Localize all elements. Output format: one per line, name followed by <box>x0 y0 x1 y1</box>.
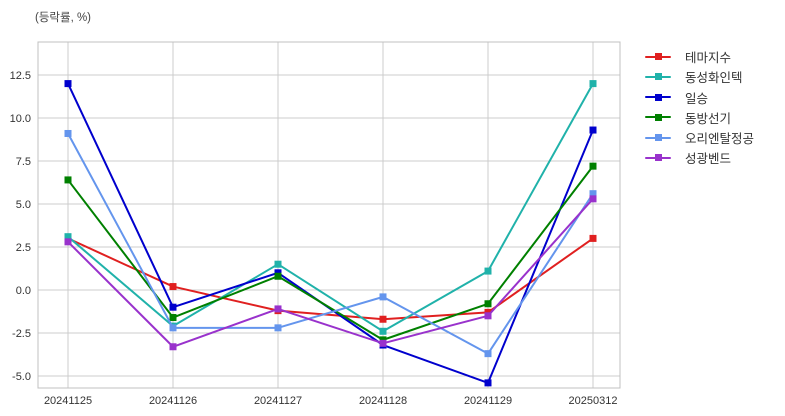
series-marker <box>589 80 597 88</box>
x-tick-label: 20241127 <box>254 395 302 407</box>
series-marker <box>484 350 492 358</box>
series-marker <box>274 324 282 332</box>
series-marker <box>589 162 597 170</box>
legend-line-square-icon <box>645 50 671 63</box>
series-marker <box>379 339 387 347</box>
legend-label: 오리엔탈정공 <box>685 132 755 147</box>
series-marker <box>589 126 597 134</box>
x-tick-label: 20241125 <box>44 395 92 407</box>
chart-title: (등락률, %) <box>35 12 92 24</box>
legend-item-dongbang-ship[interactable]: 동방선기 <box>645 111 754 126</box>
legend-label: 동성화인텍 <box>685 71 743 86</box>
series-marker <box>484 300 492 308</box>
legend-item-themaindex[interactable]: 테마지수 <box>645 50 754 65</box>
legend-label: 테마지수 <box>685 51 732 65</box>
series-marker <box>379 315 387 323</box>
series-marker <box>64 176 72 184</box>
series-line-5 <box>67 198 594 348</box>
series-marker <box>169 283 177 291</box>
legend: 테마지수 동성화인텍 일승 동방선기 오리엔탈정공 성광벤드 <box>645 50 755 167</box>
legend-line-square-icon <box>645 111 671 124</box>
legend-item-sungkwang-bend[interactable]: 성광벤드 <box>645 151 754 167</box>
series-marker <box>484 379 492 387</box>
series-marker <box>64 233 72 241</box>
series-marker <box>589 190 597 198</box>
series-marker <box>589 195 597 203</box>
y-tick-label: 7.5 <box>16 156 31 168</box>
series-marker <box>484 267 492 275</box>
series-marker <box>589 234 597 242</box>
legend-label: 동방선기 <box>685 111 732 126</box>
y-tick-label: -5.0 <box>12 371 31 383</box>
y-tick-label: 0.0 <box>16 285 31 297</box>
series-line-0 <box>67 237 594 321</box>
legend-item-oriental-precision[interactable]: 오리엔탈정공 <box>645 131 755 147</box>
series-line-1 <box>67 83 594 333</box>
series-marker <box>274 272 282 280</box>
series-marker <box>379 327 387 335</box>
y-tick-label: 2.5 <box>16 242 31 254</box>
series-marker <box>169 314 177 322</box>
legend-line-square-icon <box>645 151 671 164</box>
x-tick-label: 20241126 <box>149 395 197 407</box>
series-marker <box>274 260 282 268</box>
legend-label: 일승 <box>685 91 709 106</box>
legend-line-square-icon <box>645 131 671 144</box>
legend-line-square-icon <box>645 91 671 104</box>
plot-border <box>37 41 621 389</box>
y-tick-label: 10.0 <box>10 113 31 125</box>
y-tick-label: -2.5 <box>12 328 31 340</box>
series-marker <box>64 238 72 246</box>
legend-label: 성광벤드 <box>685 152 732 167</box>
series-marker <box>379 293 387 301</box>
legend-item-ilseung[interactable]: 일승 <box>645 91 754 106</box>
series-marker <box>169 343 177 351</box>
y-tick-label: 5.0 <box>16 199 31 211</box>
x-tick-label: 20250312 <box>569 395 618 407</box>
y-tick-label: 12.5 <box>10 70 31 82</box>
legend-line-square-icon <box>645 70 671 83</box>
series-marker <box>64 129 72 137</box>
series-marker <box>64 80 72 88</box>
x-tick-label: 20241129 <box>464 395 512 407</box>
series-marker <box>484 312 492 320</box>
legend-item-dongsung-finetec[interactable]: 동성화인텍 <box>645 70 754 86</box>
series-marker <box>274 305 282 313</box>
series-line-4 <box>67 133 594 355</box>
series-marker <box>169 324 177 332</box>
series-line-2 <box>67 83 594 384</box>
series-marker <box>169 303 177 311</box>
x-tick-label: 20241128 <box>359 395 407 407</box>
